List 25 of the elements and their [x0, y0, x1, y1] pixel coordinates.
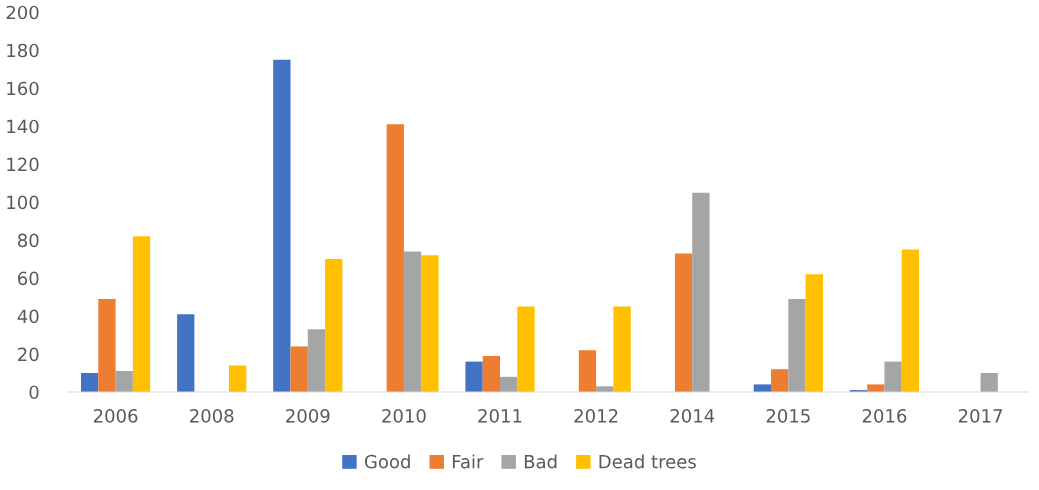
- x-tick-label: 2010: [382, 408, 426, 423]
- legend-label: Bad: [524, 454, 557, 469]
- legend-label: Dead trees: [599, 454, 696, 469]
- x-tick-label: 2016: [862, 408, 907, 423]
- y-tick-label: 200: [6, 5, 39, 20]
- y-tick-label: 60: [18, 271, 39, 286]
- y-tick-label: 140: [7, 119, 39, 134]
- x-tick-label: 2009: [286, 408, 330, 423]
- y-tick-label: 80: [18, 233, 39, 248]
- x-tick-label: 2012: [574, 408, 618, 423]
- y-tick-label: 20: [18, 347, 39, 362]
- x-tick-label: 2017: [958, 408, 1002, 423]
- y-tick-label: 0: [29, 385, 39, 400]
- x-tick-label: 2014: [670, 408, 715, 423]
- legend-label: Good: [364, 454, 410, 469]
- y-tick-label: 40: [17, 309, 39, 324]
- y-tick-label: 180: [7, 43, 39, 58]
- x-tick-label: 2006: [93, 408, 138, 423]
- y-tick-label: 120: [7, 157, 39, 172]
- y-tick-label: 100: [7, 195, 39, 210]
- y-tick-label: 160: [7, 81, 39, 96]
- legend-label: Fair: [452, 454, 484, 469]
- x-tick-label: 2015: [766, 408, 810, 423]
- x-tick-label: 2008: [190, 408, 234, 423]
- x-tick-label: 2011: [478, 408, 522, 423]
